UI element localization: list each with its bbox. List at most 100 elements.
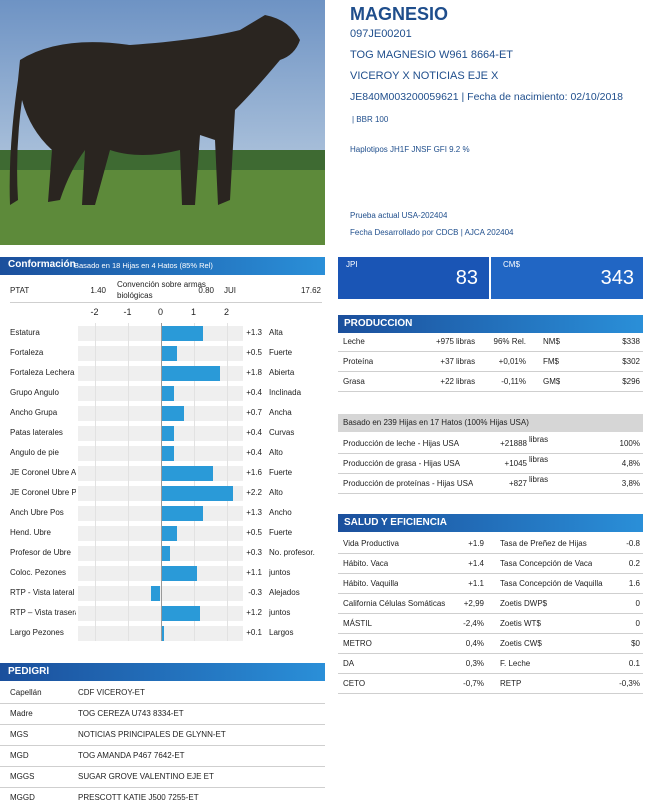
trait-name: Profesor de Ubre [10, 548, 71, 557]
trait-value: +0.4 [246, 388, 262, 397]
trait: Hábito. Vaquilla [343, 579, 399, 588]
divider [0, 787, 325, 788]
percent: 100% [619, 439, 640, 448]
index-label: FM$ [543, 357, 559, 366]
value: $0 [631, 639, 640, 648]
trait-name: Patas laterales [10, 428, 63, 437]
trait-desc: Inclinada [269, 388, 302, 397]
trait-desc: Fuerte [269, 468, 293, 477]
trait-bar [160, 626, 164, 641]
trait-bar [160, 606, 201, 621]
tick-line [193, 323, 195, 641]
value: +37 [440, 357, 454, 366]
trait: METRO [343, 639, 372, 648]
pedigree-animal: NOTICIAS PRINCIPALES DE GLYNN-ET [78, 730, 226, 739]
value: 0,3% [465, 659, 484, 668]
section-subtitle: Basado en 18 Hijas en 4 Hatos (85% Rel) [74, 261, 213, 270]
value: 0 [635, 599, 640, 608]
section-header [0, 257, 325, 275]
pedigree-animal: SUGAR GROVE VALENTINO EJE ET [78, 772, 214, 781]
divider [338, 391, 643, 392]
trait-desc: Fuerte [269, 528, 293, 537]
ptat-label: PTAT [10, 286, 30, 295]
divider [338, 553, 643, 554]
percent: 4,8% [621, 459, 640, 468]
trait: Vida Productiva [343, 539, 399, 548]
animal-code: 097JE00201 [350, 28, 412, 40]
value: 0.1 [628, 659, 640, 668]
value: -0,7% [463, 679, 484, 688]
bbr: | BBR 100 [352, 115, 389, 124]
value: -2,4% [463, 619, 484, 628]
scale-tick-label: -1 [123, 307, 132, 317]
trait-value: +1.1 [246, 568, 262, 577]
divider [0, 745, 325, 746]
pedigree-animal: CDF VICEROY-ET [78, 688, 145, 697]
pedigree-animal: TOG AMANDA P467 7642-ET [78, 751, 185, 760]
divider [338, 371, 643, 372]
divider [338, 493, 643, 494]
value: +975 [435, 337, 454, 346]
divider [338, 693, 643, 694]
tick-line [94, 323, 96, 641]
index-box [491, 257, 643, 299]
divider [338, 613, 643, 614]
animal-name: MAGNESIO [350, 4, 449, 24]
trait-name: RTP – Vista trasera [10, 608, 76, 617]
trait-bar [160, 426, 174, 441]
trait-name: Estatura [10, 328, 40, 337]
index-label: NM$ [543, 337, 560, 346]
scale-tick-label: 2 [223, 307, 229, 317]
reliability: 96% Rel. [493, 337, 526, 346]
ptat-value: 1.40 [90, 286, 106, 295]
trait-bar [160, 366, 220, 381]
divider [0, 703, 325, 704]
value: +22 [440, 377, 454, 386]
trait-name: Fortaleza Lechera [10, 368, 75, 377]
convention-value: 0.80 [198, 286, 214, 295]
section-header [338, 514, 643, 532]
trait-desc: Largos [269, 628, 294, 637]
scale-tick-label: -2 [90, 307, 99, 317]
trait-name: Anch Ubre Pos [10, 508, 64, 517]
trait: Tasa de Preñez de Hijas [500, 539, 587, 548]
trait: California Células Somáticas [343, 599, 446, 608]
value: +1045 [504, 459, 527, 468]
trait: Tasa Concepción de Vaquilla [500, 579, 603, 588]
trait-value: +1.2 [246, 608, 262, 617]
jui-value: 17.62 [300, 286, 321, 295]
scale-tick-label: 1 [190, 307, 196, 317]
trait-bar [160, 406, 184, 421]
reliability: -0,11% [501, 377, 526, 386]
value: +1.4 [468, 559, 484, 568]
jui-label: JUI [224, 286, 236, 295]
section-header [0, 663, 325, 681]
unit: libras [456, 337, 476, 346]
pedigree-relation: MGGD [10, 793, 35, 802]
animal-sire-line: VICEROY X NOTICIAS EJE X [350, 70, 499, 82]
trait-desc: Ancha [269, 408, 292, 417]
percent: 3,8% [621, 479, 640, 488]
index-box [338, 257, 489, 299]
divider [338, 593, 643, 594]
trait-bar [150, 586, 161, 601]
jpi-label: JPI [346, 260, 358, 269]
cm-value: 343 [600, 267, 634, 289]
zero-line [160, 323, 162, 641]
section-header [338, 315, 643, 333]
trait-value: +1.8 [246, 368, 262, 377]
trait-bar [160, 546, 171, 561]
reliability: +0,01% [498, 357, 526, 366]
divider [0, 766, 325, 767]
trait-value: +2.2 [246, 488, 262, 497]
trait-desc: No. profesor. [269, 548, 315, 557]
test-date: Prueba actual USA-202404 [350, 211, 448, 220]
trait-value: +0.4 [246, 448, 262, 457]
trait-name: JE Coronel Ubre Po [10, 488, 76, 497]
trait-bar [160, 446, 174, 461]
value: 0.2 [628, 559, 640, 568]
value: +1.1 [468, 579, 484, 588]
trait: MÁSTIL [343, 619, 372, 628]
trait-name: JE Coronel Ubre Ar [10, 468, 76, 477]
trait-name: Largo Pezones [10, 628, 64, 637]
